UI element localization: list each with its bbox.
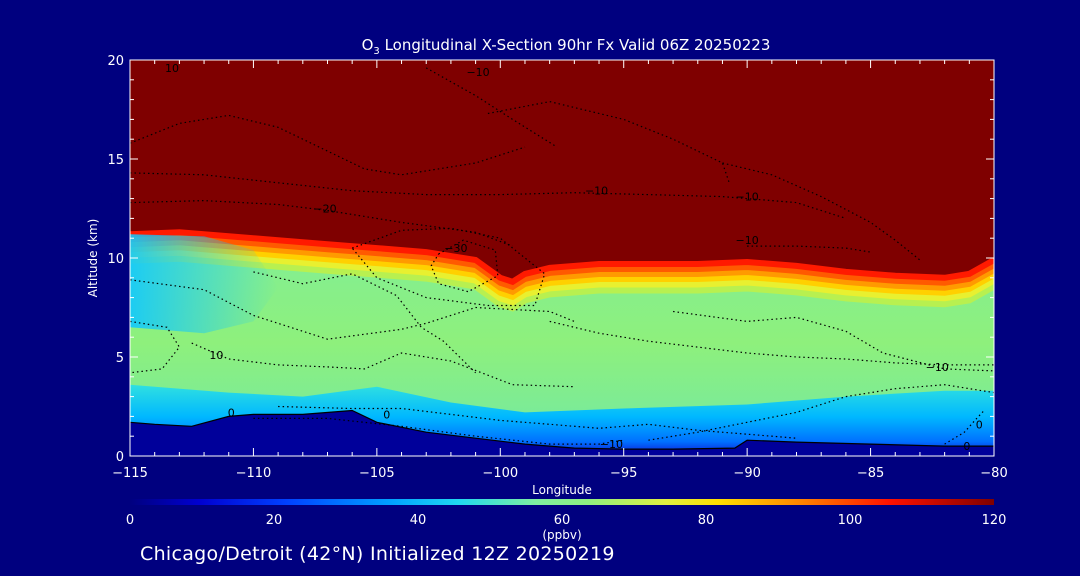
y-axis: 0 5 10 15 20 <box>107 54 994 465</box>
colorbar-unit-label: (ppbv) <box>542 528 581 542</box>
x-tick-label: −95 <box>610 466 637 481</box>
title-rest: Longitudinal X-Section 90hr Fx Valid 06Z… <box>380 36 771 54</box>
ground-region <box>130 410 994 456</box>
contour-line <box>191 342 575 388</box>
x-axis-label: Longitude <box>532 483 592 497</box>
tropopause-gradient-layer <box>130 248 994 306</box>
colorbar-tick-label: 80 <box>698 513 715 528</box>
contour-line <box>253 417 624 445</box>
colorbar <box>130 499 994 505</box>
contour-label: 0 <box>228 406 235 419</box>
contour-label: 0 <box>963 440 970 453</box>
contour-label: −20 <box>313 203 336 216</box>
y-tick-label: 5 <box>116 351 124 366</box>
left-cyan-region <box>130 234 279 334</box>
tropopause-gradient-layer <box>130 254 994 312</box>
footer-location-text: Chicago/Detroit (42°N) Initialized 12Z 2… <box>140 543 615 565</box>
y-tick-label: 20 <box>107 54 124 69</box>
colorbar-tick-labels: 0 20 40 60 80 100 120 <box>126 513 1007 528</box>
contour-label: −10 <box>736 191 759 204</box>
colorbar-tick-label: 0 <box>126 513 134 528</box>
colorbar-tick-label: 20 <box>266 513 283 528</box>
title-subscript: 3 <box>373 46 379 57</box>
contour-line <box>351 227 546 307</box>
contour-label: 0 <box>383 408 390 421</box>
x-tick-label: −105 <box>359 466 395 481</box>
colorbar-tick-label: 100 <box>838 513 863 528</box>
title-prefix: O <box>362 36 374 54</box>
contour-line <box>673 310 994 372</box>
x-tick-label: −110 <box>236 466 272 481</box>
surface-contour-line <box>130 409 994 450</box>
chart-title: O3 Longitudinal X-Section 90hr Fx Valid … <box>362 36 771 57</box>
tropopause-gradient-layer <box>130 244 994 301</box>
contour-label: 10 <box>209 349 223 362</box>
contour-label: 0 <box>976 418 983 431</box>
contour-line <box>130 199 513 247</box>
contour-label: −10 <box>466 66 489 79</box>
contour-label: −30 <box>444 242 467 255</box>
tropopause-gradient-layer <box>130 234 994 291</box>
colorbar-tick-label: 40 <box>410 513 427 528</box>
y-tick-label: 0 <box>116 450 124 465</box>
x-tick-label: −100 <box>482 466 518 481</box>
x-tick-label: −80 <box>980 466 1007 481</box>
contour-line <box>130 320 181 374</box>
contour-label: −10 <box>926 361 949 374</box>
contour-line <box>944 410 985 445</box>
y-axis-label: Altitude (km) <box>86 219 100 298</box>
contour-label: 10 <box>165 62 179 75</box>
contour-label: −10 <box>600 438 623 451</box>
x-tick-label: −115 <box>112 466 148 481</box>
tropopause-gradient-layer <box>130 239 994 296</box>
x-axis: −115 −110 −105 −100 −95 −90 −85 −80 <box>112 60 1008 481</box>
contour-line <box>648 384 994 441</box>
contour-line <box>253 271 477 374</box>
contour-label: −10 <box>585 185 608 198</box>
contour-line <box>425 67 558 148</box>
y-tick-label: 15 <box>107 153 124 168</box>
colorbar-tick-label: 60 <box>554 513 571 528</box>
dotted-contour-lines <box>130 67 994 445</box>
tropopause-gradient-layer <box>130 229 994 286</box>
contour-line <box>130 279 575 340</box>
colorbar-tick-label: 120 <box>982 513 1007 528</box>
contour-line <box>278 405 797 439</box>
contour-line <box>430 239 499 293</box>
contour-label: −10 <box>736 234 759 247</box>
x-tick-label: −90 <box>733 466 760 481</box>
y-tick-label: 10 <box>107 252 124 267</box>
x-tick-label: −85 <box>857 466 884 481</box>
